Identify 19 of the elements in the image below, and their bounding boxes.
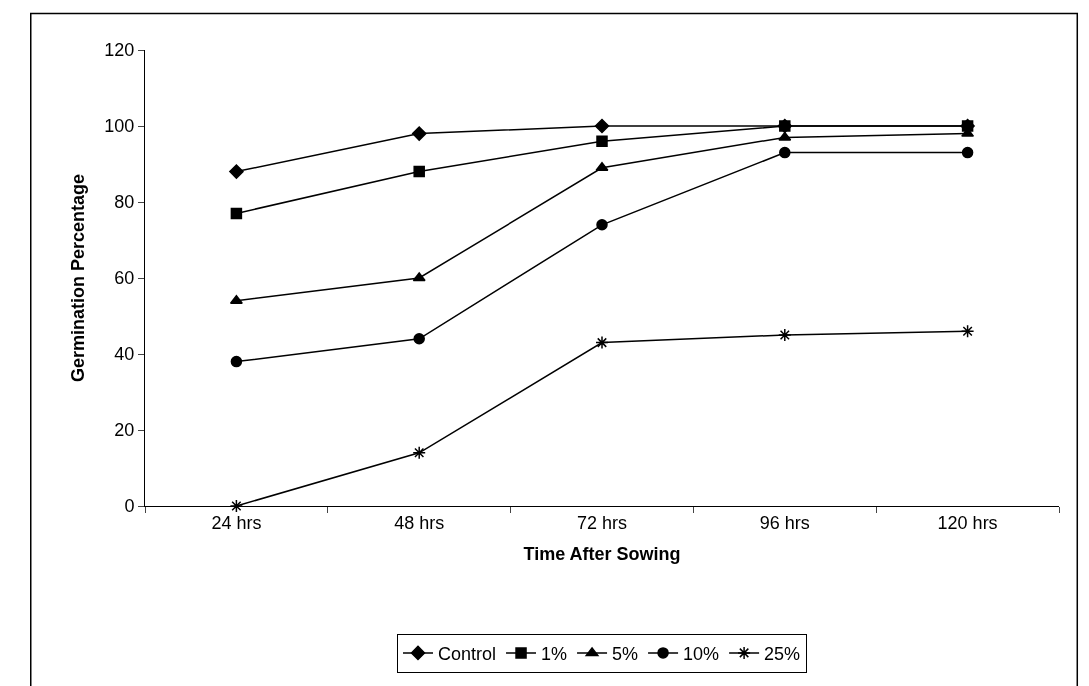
x-tick-label: 96 hrs: [759, 512, 810, 533]
x-axis-title: Time After Sowing: [523, 543, 681, 564]
y-tick-label: 60: [114, 268, 135, 289]
legend-label: 10%: [683, 643, 720, 664]
y-tick-label: 120: [104, 40, 135, 61]
legend-label: 25%: [764, 643, 801, 664]
y-axis-title: Germination Percentage: [67, 173, 88, 383]
x-tick-label: 72 hrs: [576, 512, 628, 533]
y-tick-label: 100: [104, 116, 135, 137]
legend-label: 1%: [541, 643, 568, 664]
x-tick-label: 48 hrs: [394, 512, 445, 533]
y-tick-label: 40: [114, 344, 135, 365]
y-tick-label: 80: [114, 192, 135, 213]
x-tick-label: 120 hrs: [937, 512, 998, 533]
x-tick-label: 24 hrs: [211, 512, 262, 533]
legend-label: 5%: [612, 643, 639, 664]
legend-label: Control: [438, 643, 497, 664]
y-tick-label: 20: [114, 420, 135, 441]
y-tick-label: 0: [124, 496, 135, 517]
